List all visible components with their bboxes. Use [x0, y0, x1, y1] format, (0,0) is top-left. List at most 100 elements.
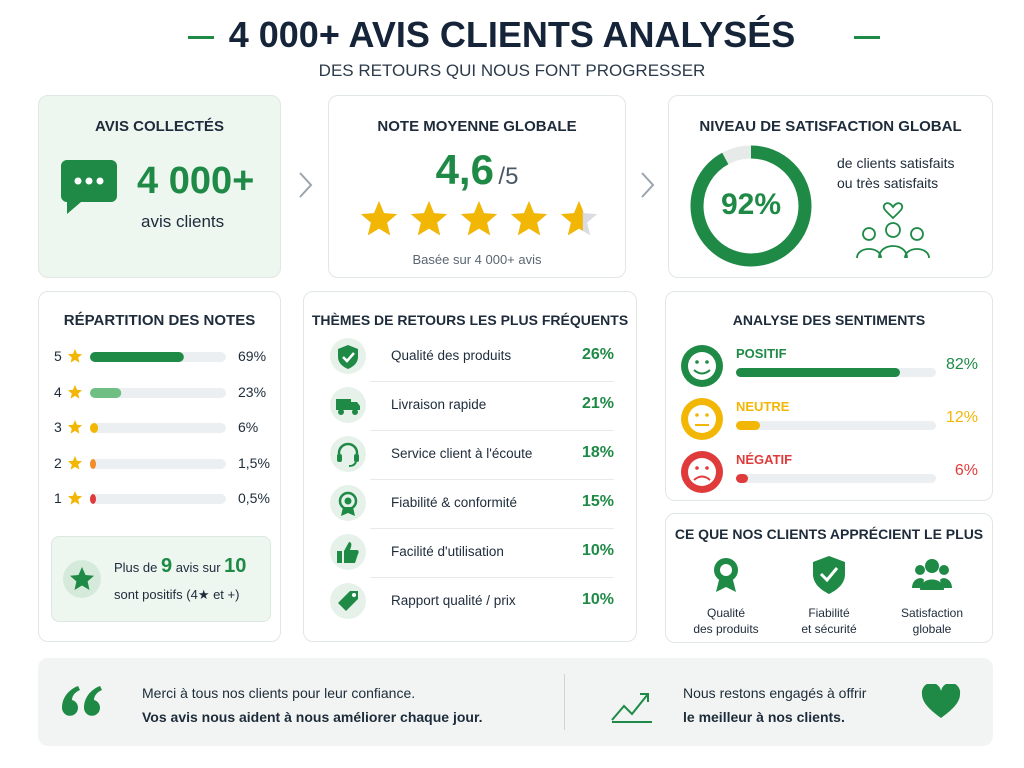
star-count: 4 [54, 383, 62, 400]
track [90, 387, 226, 398]
bar [736, 474, 748, 483]
eye [705, 466, 709, 470]
card-title: NIVEAU DE SATISFACTION GLOBAL [699, 118, 962, 135]
donut-arc [690, 145, 812, 267]
star [510, 201, 548, 236]
title-dash [854, 36, 880, 39]
bar [736, 421, 760, 430]
bar-track [736, 421, 936, 430]
arrow [299, 172, 313, 198]
collected-value: 4 000+ [137, 160, 255, 202]
theme-label: Rapport qualité / prix [391, 593, 516, 608]
summary-box: Plus de 9 avis sur 10 sont positifs (4★ … [51, 536, 271, 622]
card-title: NOTE MOYENNE GLOBALE [377, 118, 577, 135]
card-title: CE QUE NOS CLIENTS APPRÉCIENT LE PLUS [674, 526, 984, 542]
star-shape [67, 420, 83, 434]
footer-text: le meilleur à nos clients. [683, 709, 845, 725]
chat-icon [61, 160, 117, 214]
bar-track [90, 387, 226, 398]
star-icon [67, 420, 83, 434]
bar-track [90, 458, 226, 469]
satisfaction-caption: ou très satisfaits [837, 175, 939, 191]
sentiment-value: 6% [954, 462, 978, 479]
star-count: 5 [54, 348, 62, 364]
collected-card: AVIS COLLECTÉS 4 000+ avis clients [38, 95, 281, 278]
appreciated-label: des produits [693, 622, 759, 636]
summary-count: 9 [161, 555, 173, 577]
theme-label: Fiabilité & conformité [391, 495, 518, 510]
quote-icon [62, 686, 102, 716]
appreciated-label: Qualité [706, 606, 746, 620]
mouth [693, 475, 711, 481]
theme-label: Service client à l'écoute [391, 446, 533, 461]
bar-track [90, 352, 226, 362]
eye [695, 466, 699, 470]
row-divider [370, 577, 614, 578]
face-inner [688, 458, 716, 486]
footer-text: Vos avis nous aident à nous améliorer ch… [142, 709, 483, 725]
bar-label: 1,5% [238, 454, 270, 471]
star-icon [67, 349, 83, 363]
sentiments-card: ANALYSE DES SENTIMENTS POSITIF 82% NEUTRE 1… [665, 291, 993, 501]
theme-value: 18% [581, 444, 614, 461]
theme-label: Qualité des produits [391, 348, 512, 363]
card-title: RÉPARTITION DES NOTES [63, 312, 256, 329]
bar [736, 368, 900, 377]
theme-icon [330, 485, 366, 521]
bar [90, 458, 96, 469]
title-dash [188, 36, 214, 39]
bar-track [90, 494, 226, 504]
rating-caption: Basée sur 4 000+ avis [412, 252, 542, 267]
theme-icon [330, 387, 366, 423]
sentiment-name: NÉGATIF [736, 452, 793, 467]
theme-value: 26% [581, 346, 614, 363]
icon-bg [330, 436, 366, 472]
appreciated-label: et sécurité [801, 622, 857, 636]
footer-text: Merci à tous nos clients pour leur confi… [142, 685, 416, 701]
star-badge [63, 560, 101, 598]
bar [90, 494, 96, 504]
theme-value: 15% [581, 493, 614, 510]
bar-label: 0,5% [238, 490, 270, 506]
sentiment-value: 82% [945, 356, 978, 373]
bar-label: 23% [238, 383, 267, 400]
appreciated-card: CE QUE NOS CLIENTS APPRÉCIENT LE PLUS Qu… [665, 513, 993, 643]
bar-label: 69% [238, 348, 267, 364]
rating-line: 4,6 /5 [329, 146, 625, 194]
appreciated-icon [912, 559, 952, 590]
themes-card: THÈMES DE RETOURS LES PLUS FRÉQUENTS Qua… [303, 291, 637, 642]
theme-value: 21% [581, 395, 614, 412]
heart-icon [921, 684, 961, 718]
star-icon [67, 491, 83, 505]
appreciated-icon [813, 556, 845, 594]
star-icon [67, 455, 83, 470]
sentiment-name: POSITIF [736, 346, 787, 361]
theme-icon [330, 436, 366, 472]
track [736, 421, 936, 430]
theme-icon [330, 338, 366, 374]
growth-icon [611, 693, 652, 723]
eye [695, 360, 699, 364]
star [360, 201, 398, 236]
page-title: 4 000+ AVIS CLIENTS ANALYSÉS [228, 14, 796, 55]
eye [705, 413, 709, 417]
star [410, 201, 448, 236]
bar-track [736, 368, 936, 377]
theme-label: Facilité d'utilisation [391, 544, 504, 559]
page-subtitle: DES RETOURS QUI NOUS FONT PROGRESSER [318, 61, 706, 80]
donut-label: 92% [721, 188, 781, 221]
rating-value: 4,6 [435, 146, 494, 193]
bar [90, 423, 99, 433]
rating-card: NOTE MOYENNE GLOBALE 4,6 /5 Basée sur 4 … [328, 95, 626, 278]
theme-label: Livraison rapide [391, 397, 487, 412]
face-inner [688, 405, 716, 433]
summary-line: Plus de 9 avis sur 10 [114, 555, 246, 578]
star-icon [67, 384, 83, 399]
satisfaction-caption: de clients satisfaits [837, 155, 955, 171]
star-shape [67, 491, 83, 505]
eye [705, 360, 709, 364]
summary-total: 10 [224, 555, 247, 577]
theme-icon [330, 534, 366, 570]
star-count: 2 [54, 454, 62, 471]
summary-text: Plus de [114, 560, 158, 575]
